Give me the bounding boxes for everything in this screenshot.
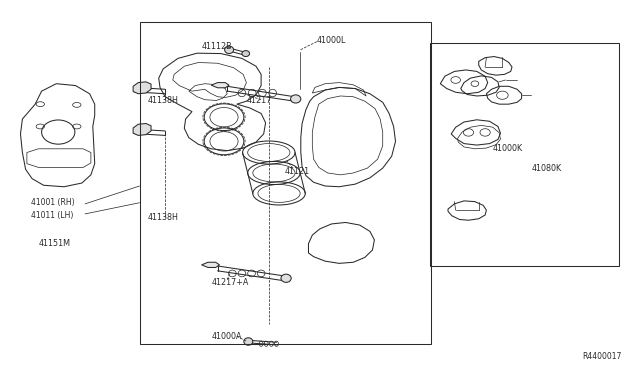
Polygon shape [211, 83, 229, 88]
Text: R4400017: R4400017 [582, 352, 622, 361]
Text: 41000A: 41000A [211, 332, 242, 341]
Text: 41138H: 41138H [147, 96, 178, 105]
Ellipse shape [281, 274, 291, 282]
Polygon shape [133, 82, 151, 94]
Text: 41011 (LH): 41011 (LH) [31, 211, 73, 220]
Text: 41151M: 41151M [38, 239, 70, 248]
Text: 41000L: 41000L [317, 36, 346, 45]
Ellipse shape [242, 51, 250, 57]
Text: 41001 (RH): 41001 (RH) [31, 198, 74, 207]
Ellipse shape [225, 46, 234, 54]
Bar [430, 43, 619, 266]
Ellipse shape [291, 95, 301, 103]
Text: 41121: 41121 [285, 167, 310, 176]
Bar [140, 22, 431, 344]
Text: 41217: 41217 [246, 96, 271, 105]
Text: 41217+A: 41217+A [211, 278, 248, 287]
Text: 41138H: 41138H [147, 213, 178, 222]
Polygon shape [202, 262, 220, 267]
Ellipse shape [244, 338, 253, 345]
Text: 41080K: 41080K [531, 164, 561, 173]
Text: 41112B: 41112B [202, 42, 232, 51]
Polygon shape [133, 124, 151, 135]
Text: 41000K: 41000K [493, 144, 523, 153]
